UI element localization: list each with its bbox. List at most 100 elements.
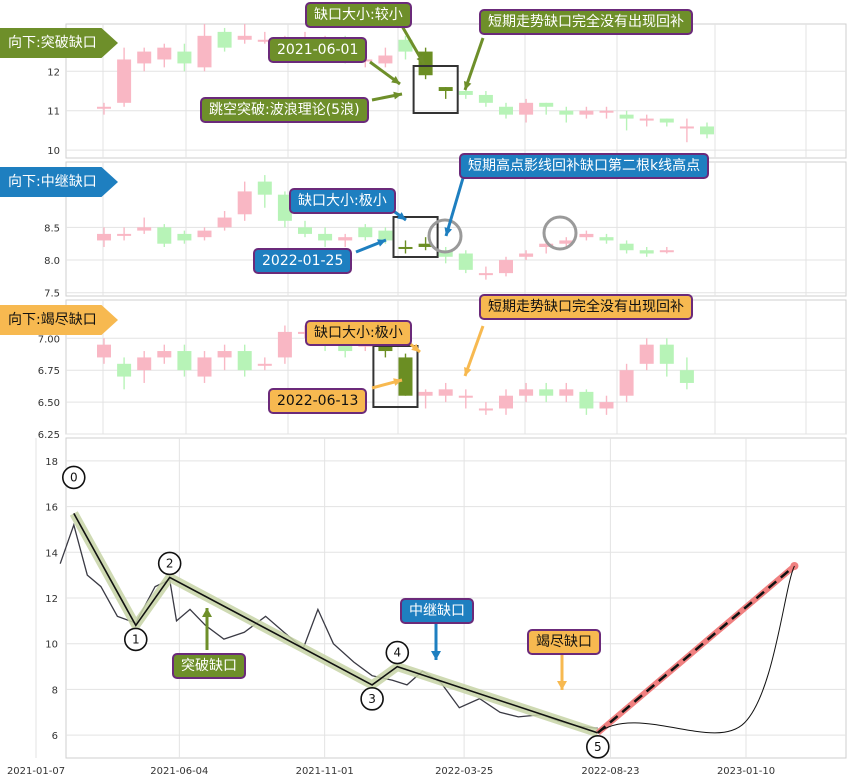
panel-tag-continuation: 向下:中继缺口 — [0, 167, 118, 197]
candle-body — [438, 389, 453, 396]
candle-body — [499, 395, 513, 409]
arrow-not-filled-3-head — [464, 367, 472, 376]
candle-body — [137, 357, 152, 371]
note-not-filled-1: 短期走势缺口完全没有出现回补 — [479, 9, 693, 35]
y-tick-label: 11 — [47, 107, 60, 118]
note-gap-size-1: 缺口大小:较小 — [305, 2, 412, 28]
candle-body — [700, 126, 714, 135]
y-tick-label: 16 — [45, 503, 58, 514]
y-tick-label: 7.5 — [44, 289, 60, 300]
gap-highlight-box — [392, 216, 439, 258]
arrow-date-1-head — [391, 76, 400, 84]
candle-body — [378, 55, 393, 64]
projection-curve — [597, 565, 795, 734]
candle-body — [237, 191, 252, 215]
wave-label: 0 — [70, 470, 78, 484]
arrow-theory-1-head — [393, 91, 402, 100]
candle-body — [679, 126, 694, 129]
y-tick-label: 6 — [52, 731, 58, 742]
wave-label-circle — [360, 687, 384, 711]
candle-body — [97, 344, 111, 358]
x-tick-label: 2023-01-10 — [717, 766, 775, 777]
candle-body — [659, 118, 674, 123]
wave-label-circle — [157, 551, 182, 576]
candle-body — [519, 253, 534, 257]
candle-body — [639, 250, 654, 254]
gap-highlight-box — [372, 345, 419, 408]
candle-body — [579, 233, 594, 238]
candle-body — [539, 243, 554, 247]
candle-body — [659, 344, 674, 364]
candle-body — [117, 59, 132, 103]
candle-body — [539, 102, 554, 107]
y-tick-label: 14 — [45, 548, 58, 559]
candle-body — [338, 344, 353, 352]
y-tick-label: 18 — [45, 457, 58, 468]
candle-body — [418, 243, 433, 247]
candle-body — [177, 51, 192, 64]
panel-tag-breakaway: 向下:突破缺口 — [0, 28, 118, 58]
candle-body — [438, 250, 453, 257]
candle-body — [619, 370, 634, 396]
refill-circle — [542, 215, 578, 251]
arrow-exhaustion-head — [557, 681, 567, 690]
y-tick-label: 8 — [52, 685, 58, 696]
candle-body — [458, 253, 473, 270]
candle-body — [358, 227, 373, 238]
wave-label: 2 — [166, 556, 174, 570]
y-tick-label: 7.00 — [38, 334, 60, 345]
candle-body — [679, 370, 694, 383]
candle-body — [217, 217, 232, 228]
candle-body — [659, 250, 674, 253]
note-date-1: 2021-06-01 — [268, 37, 368, 63]
candle-body — [257, 39, 272, 42]
arrow-refill-2 — [444, 177, 465, 237]
wave-label: 3 — [368, 692, 376, 706]
candle-body — [217, 351, 232, 358]
wave-label: 1 — [132, 632, 140, 646]
candle-body — [619, 114, 634, 119]
candle-body — [579, 391, 594, 409]
wave-line — [73, 513, 599, 734]
note-refill-2: 短期高点影线回补缺口第二根k线高点 — [459, 153, 710, 179]
candle-body — [257, 181, 272, 195]
x-tick-label: 2022-03-25 — [435, 766, 493, 777]
candle-body — [599, 402, 614, 409]
wave-label: 5 — [594, 740, 602, 754]
y-tick-label: 6.75 — [38, 366, 60, 377]
panel-frame — [65, 161, 847, 297]
note-gap-size-2: 缺口大小:极小 — [289, 188, 396, 214]
wave-label-circle — [61, 465, 86, 490]
arrow-not-filled-1-head — [463, 81, 472, 90]
candle-body — [619, 243, 634, 251]
candle-body — [499, 260, 513, 274]
panel-frame — [65, 299, 847, 435]
candle-body — [197, 357, 212, 377]
candle-body — [559, 240, 574, 244]
candle-body — [539, 389, 554, 396]
candle-body — [97, 106, 111, 109]
candle-body — [458, 395, 473, 398]
wave-label-circle — [385, 640, 410, 665]
candle-body — [277, 194, 292, 221]
candle-body — [197, 230, 212, 238]
wave-label-circle — [123, 627, 148, 652]
candle-panel-3: 7.00 6.75 6.50 6.25 — [38, 299, 847, 441]
y-tick-label: 10 — [45, 640, 58, 651]
candle-body — [559, 110, 574, 115]
y-tick-label: 6.25 — [38, 430, 60, 441]
candle-body — [117, 363, 132, 377]
x-tick-label: 2021-01-07 — [7, 766, 65, 777]
y-tick-label: 8.5 — [44, 223, 60, 234]
y-tick-label: 12 — [45, 594, 58, 605]
candle-panel-1: 12 11 10 — [47, 23, 847, 159]
candle-body — [378, 344, 393, 352]
x-tick-label: 2022-08-23 — [581, 766, 639, 777]
candle-body — [579, 110, 594, 115]
note-not-filled-3: 短期走势缺口完全没有出现回补 — [479, 294, 693, 320]
arrow-breakaway-head — [202, 608, 212, 617]
panel-frame — [65, 23, 847, 159]
arrow-not-filled-3 — [463, 325, 485, 377]
candle-body — [559, 389, 574, 396]
